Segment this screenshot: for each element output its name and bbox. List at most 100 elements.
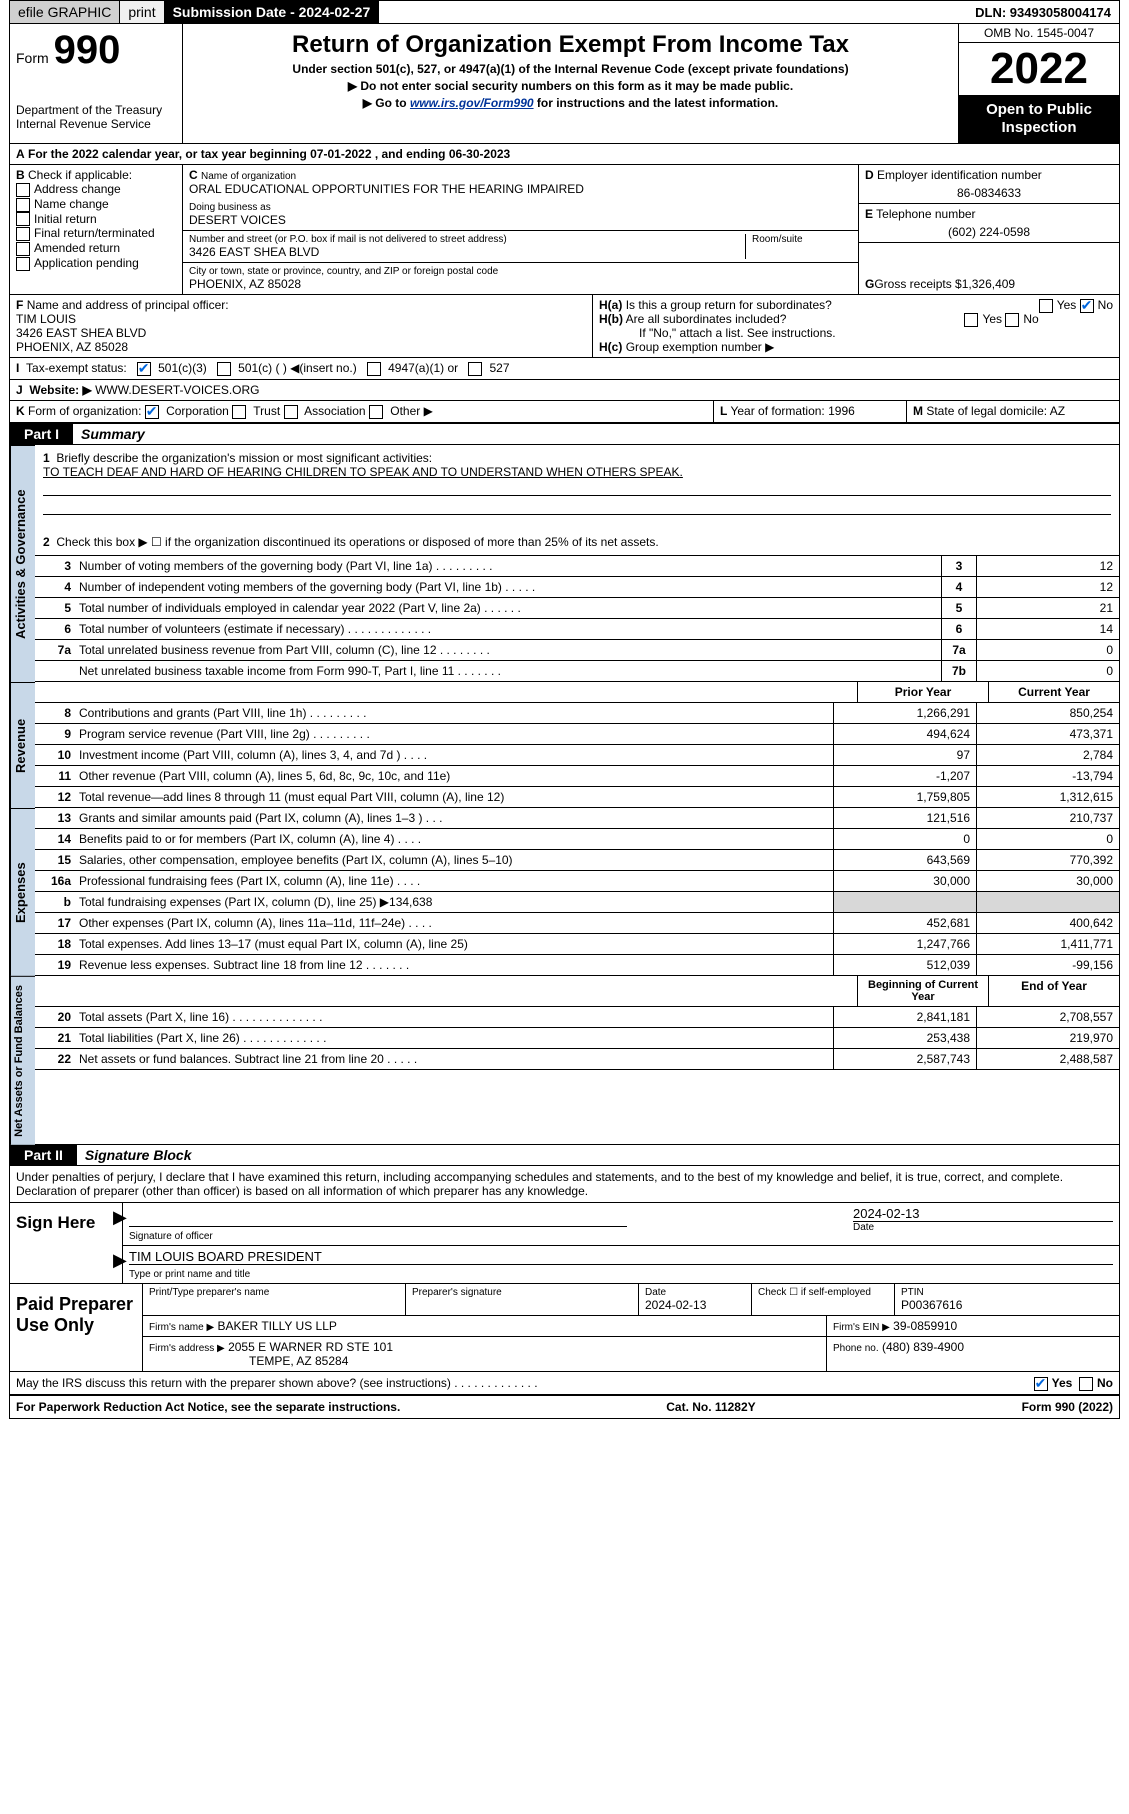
4947-checkbox[interactable] (367, 362, 381, 376)
dba-name: DESERT VOICES (189, 213, 852, 227)
line-num: 11 (35, 766, 75, 786)
officer-name: TIM LOUIS (16, 312, 76, 326)
officer-printed-name: TIM LOUIS BOARD PRESIDENT (129, 1249, 322, 1264)
501c-checkbox[interactable] (217, 362, 231, 376)
corp-checkbox[interactable] (145, 405, 159, 419)
expenses-section: Expenses 13 Grants and similar amounts p… (10, 808, 1119, 976)
opt-501c3: 501(c)(3) (158, 361, 207, 375)
col-current-year: Current Year (988, 682, 1119, 702)
discuss-no-checkbox[interactable] (1079, 1377, 1093, 1391)
paid-preparer-label: Paid Preparer Use Only (10, 1284, 142, 1371)
line-box: 6 (941, 619, 976, 639)
line-desc: Salaries, other compensation, employee b… (75, 850, 833, 870)
line-desc: Total liabilities (Part X, line 26) . . … (75, 1028, 833, 1048)
527-checkbox[interactable] (468, 362, 482, 376)
line-current: 770,392 (976, 850, 1119, 870)
sig-officer-label: Signature of officer (129, 1231, 213, 1242)
section-b: B Check if applicable: Address changeNam… (10, 165, 183, 294)
section-b-option: Address change (16, 182, 176, 197)
line-desc: Total number of volunteers (estimate if … (75, 619, 941, 639)
gross-label: Gross receipts $ (874, 277, 961, 291)
part1-label: Part I (10, 424, 73, 444)
part2-label: Part II (10, 1145, 77, 1165)
vlabel-revenue: Revenue (10, 682, 35, 808)
ha-yes-checkbox[interactable] (1039, 299, 1053, 313)
line-num: 15 (35, 850, 75, 870)
domicile-label: State of legal domicile: (926, 404, 1047, 418)
line-prior: 121,516 (833, 808, 976, 828)
line-num: 22 (35, 1049, 75, 1069)
option-checkbox[interactable] (16, 242, 30, 256)
line-num: 7a (35, 640, 75, 660)
section-b-option: Name change (16, 197, 176, 212)
section-klm: K Form of organization: Corporation Trus… (10, 401, 1119, 423)
line-prior: 1,247,766 (833, 934, 976, 954)
firm-addr2: TEMPE, AZ 85284 (149, 1354, 348, 1368)
line-desc: Program service revenue (Part VIII, line… (75, 724, 833, 744)
dept-treasury: Department of the Treasury (16, 103, 176, 117)
firm-addr1: 2055 E WARNER RD STE 101 (228, 1340, 393, 1354)
line-box: 3 (941, 556, 976, 576)
line-desc: Other revenue (Part VIII, column (A), li… (75, 766, 833, 786)
sign-here-block: Sign Here ▶ Signature of officer 2024-02… (10, 1203, 1119, 1284)
line-value: 21 (976, 598, 1119, 618)
line-num: 12 (35, 787, 75, 807)
officer-addr2: PHOENIX, AZ 85028 (16, 340, 128, 354)
part1-title: Summary (73, 423, 1119, 445)
line-desc: Benefits paid to or for members (Part IX… (75, 829, 833, 849)
option-checkbox[interactable] (16, 212, 30, 226)
section-b-option: Application pending (16, 256, 176, 271)
print-button[interactable]: print (120, 1, 164, 23)
other-checkbox[interactable] (369, 405, 383, 419)
discuss-yes-checkbox[interactable] (1034, 1377, 1048, 1391)
summary-line: b Total fundraising expenses (Part IX, c… (35, 892, 1119, 913)
summary-line: 16a Professional fundraising fees (Part … (35, 871, 1119, 892)
trust-checkbox[interactable] (232, 405, 246, 419)
option-checkbox[interactable] (16, 198, 30, 212)
assoc-checkbox[interactable] (284, 405, 298, 419)
website-url: WWW.DESERT-VOICES.ORG (95, 383, 259, 397)
line-value: 0 (976, 640, 1119, 660)
line-prior: 97 (833, 745, 976, 765)
line-current: 210,737 (976, 808, 1119, 828)
line-current: 473,371 (976, 724, 1119, 744)
mission-label: Briefly describe the organization's miss… (56, 451, 432, 465)
line-box: 7b (941, 661, 976, 681)
header-right: OMB No. 1545-0047 2022 Open to Public In… (958, 24, 1119, 143)
open-to-public: Open to Public Inspection (959, 95, 1119, 143)
firm-phone-label: Phone no. (833, 1343, 879, 1354)
ha-no-checkbox[interactable] (1080, 299, 1094, 313)
officer-type-label: Type or print name and title (129, 1269, 250, 1280)
line-num: 3 (35, 556, 75, 576)
mission-text: TO TEACH DEAF AND HARD OF HEARING CHILDR… (43, 465, 683, 479)
line-desc: Number of voting members of the governin… (75, 556, 941, 576)
summary-line: 19 Revenue less expenses. Subtract line … (35, 955, 1119, 976)
form-header: Form 990 Department of the Treasury Inte… (10, 24, 1119, 144)
firm-addr-label: Firm's address ▶ (149, 1343, 225, 1354)
instr-2: ▶ Go to www.irs.gov/Form990 for instruct… (189, 96, 952, 110)
section-f: F Name and address of principal officer:… (10, 295, 593, 357)
option-checkbox[interactable] (16, 183, 30, 197)
summary-line: 3 Number of voting members of the govern… (35, 556, 1119, 577)
hb-no-checkbox[interactable] (1005, 313, 1019, 327)
city-label: City or town, state or province, country… (189, 266, 852, 277)
line-prior: 1,759,805 (833, 787, 976, 807)
form-number: 990 (54, 28, 121, 73)
opt-501c: 501(c) ( ) ◀(insert no.) (238, 361, 357, 375)
opt-trust: Trust (253, 404, 280, 418)
line-num: 16a (35, 871, 75, 891)
opt-other: Other ▶ (390, 404, 433, 418)
hb-yes-checkbox[interactable] (964, 313, 978, 327)
section-b-title: Check if applicable: (28, 168, 132, 182)
option-checkbox[interactable] (16, 227, 30, 241)
hb-note: If "No," attach a list. See instructions… (599, 326, 1113, 340)
room-label: Room/suite (752, 234, 852, 245)
discuss-text: May the IRS discuss this return with the… (16, 1376, 538, 1390)
org-name: ORAL EDUCATIONAL OPPORTUNITIES FOR THE H… (189, 182, 852, 196)
line-desc: Total number of individuals employed in … (75, 598, 941, 618)
vlabel-expenses: Expenses (10, 808, 35, 976)
501c3-checkbox[interactable] (137, 362, 151, 376)
irs-link[interactable]: www.irs.gov/Form990 (410, 96, 534, 110)
option-checkbox[interactable] (16, 257, 30, 271)
section-b-option: Final return/terminated (16, 226, 176, 241)
